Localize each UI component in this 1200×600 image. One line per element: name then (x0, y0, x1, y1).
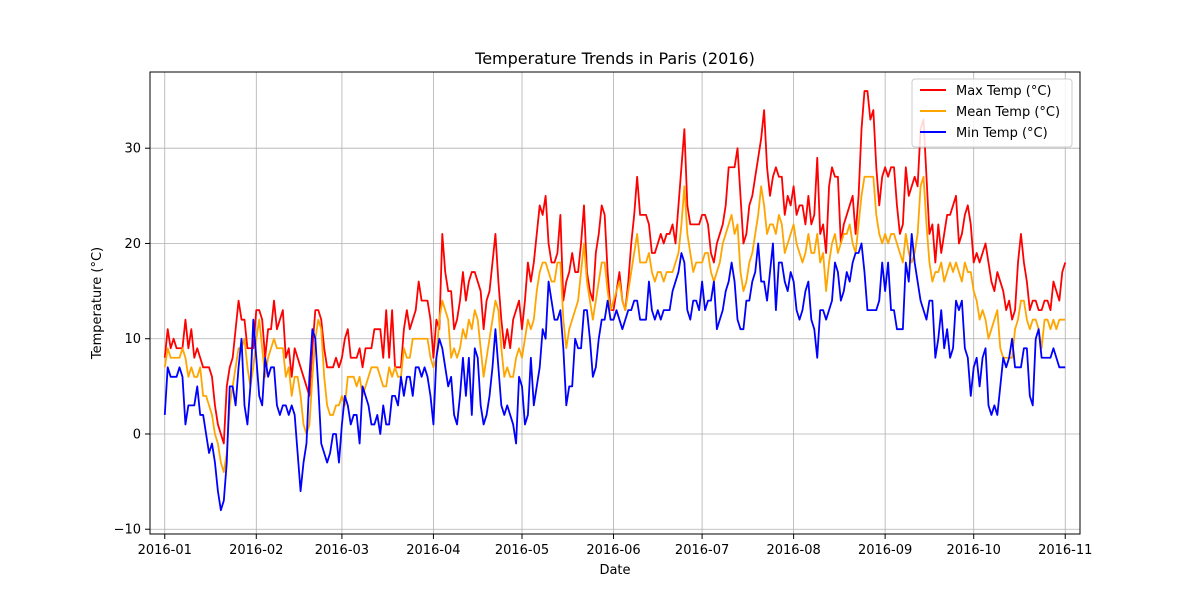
y-tick-label: 0 (133, 427, 141, 442)
x-axis-title: Date (599, 563, 630, 578)
x-tick-label: 2016-11 (1038, 543, 1092, 558)
y-tick-label: 30 (124, 142, 141, 157)
legend-box (911, 78, 1073, 148)
x-tick-label: 2016-01 (138, 543, 192, 558)
y-tick-label: 20 (124, 237, 141, 252)
x-tick-label: 2016-06 (586, 543, 640, 558)
plot-frame (149, 71, 1081, 535)
y-axis-title: Temperature (°C) (90, 247, 105, 360)
axis-ticks: 2016-01 2016-02 2016-03 2016-04 2016-05 2016-… (114, 142, 1093, 558)
x-tick-label: 2016-09 (858, 543, 912, 558)
y-tick-label: −10 (114, 523, 141, 538)
series-line-min-temp (163, 233, 1066, 512)
x-tick-label: 2016-10 (947, 543, 1001, 558)
legend-label-min: Min Temp (°C) (956, 126, 1048, 141)
x-tick-label: 2016-08 (766, 543, 820, 558)
x-tick-label: 2016-07 (675, 543, 729, 558)
legend: Max Temp (°C) Mean Temp (°C) Min Temp (°… (911, 78, 1073, 148)
x-tick-label: 2016-05 (495, 543, 549, 558)
x-tick-label: 2016-04 (406, 543, 460, 558)
y-tick-label: 10 (124, 332, 141, 347)
grid-lines (150, 72, 1080, 534)
x-tick-label: 2016-03 (315, 543, 369, 558)
chart-title: Temperature Trends in Paris (2016) (474, 49, 755, 68)
legend-label-max: Max Temp (°C) (956, 84, 1052, 99)
x-tick-label: 2016-02 (229, 543, 283, 558)
series-line-mean-temp (163, 175, 1066, 473)
legend-label-mean: Mean Temp (°C) (956, 105, 1060, 120)
